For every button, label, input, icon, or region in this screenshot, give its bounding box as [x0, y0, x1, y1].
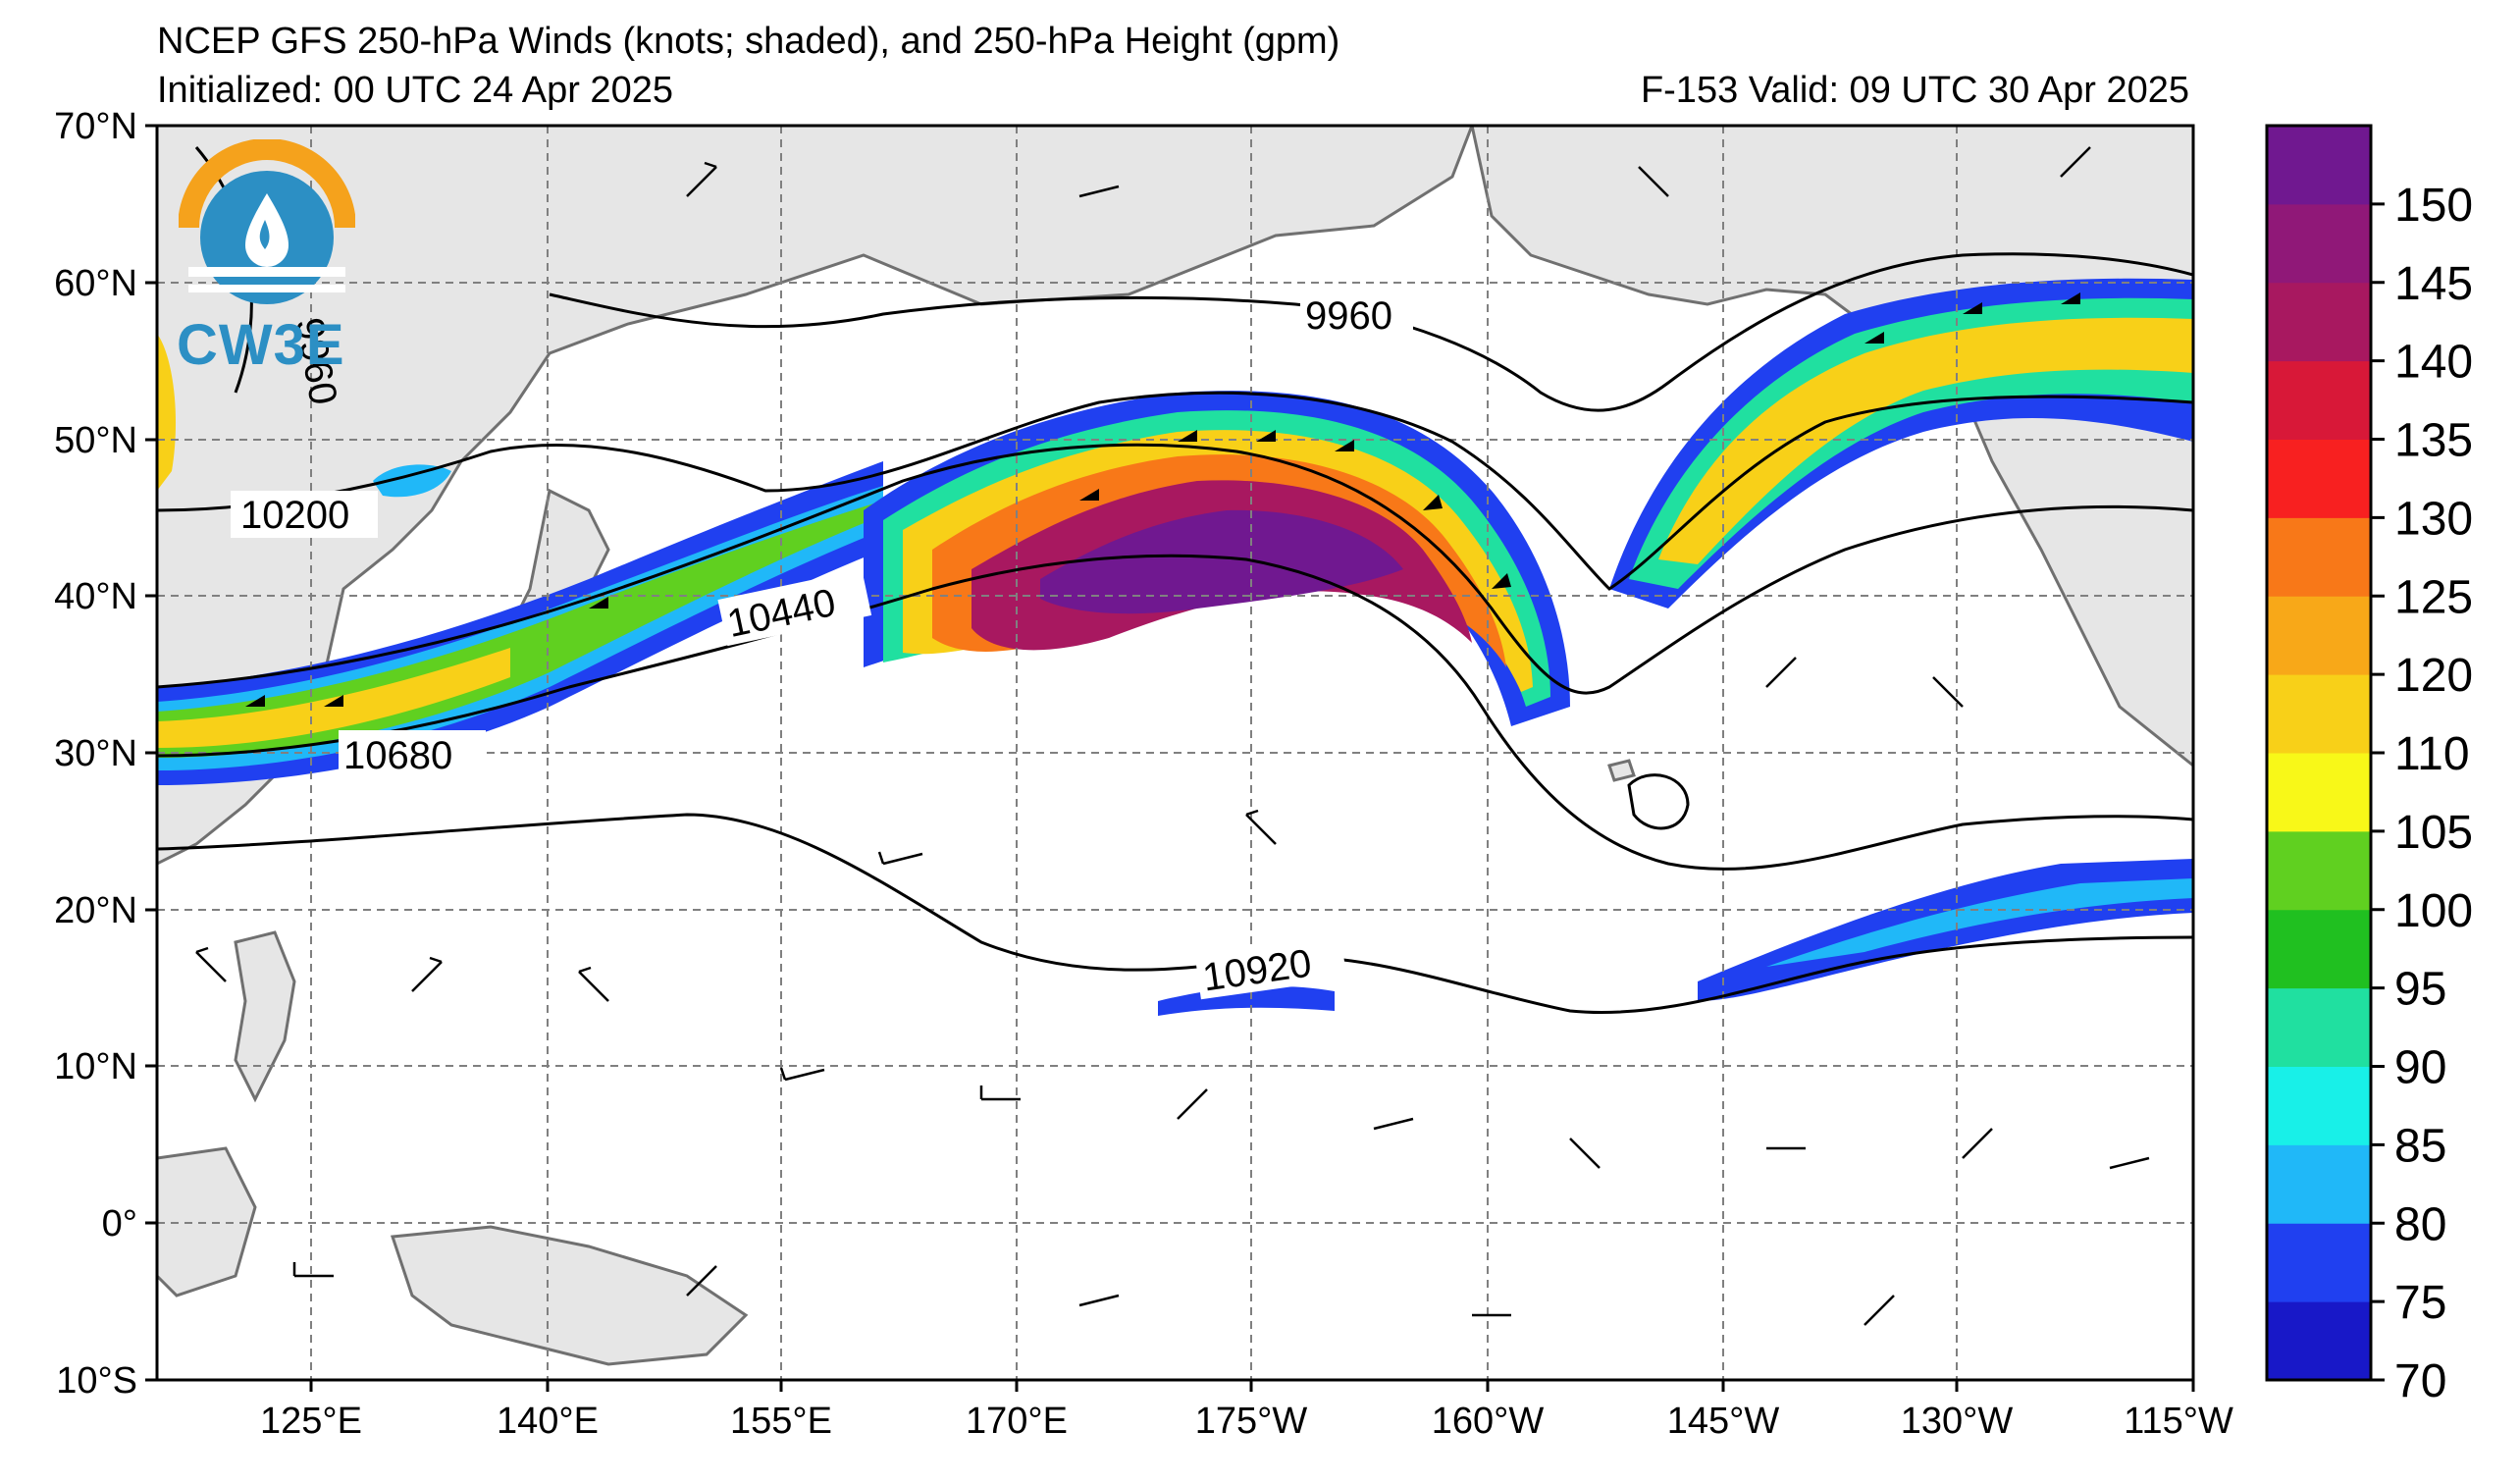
lat-label-0: 0° [102, 1203, 137, 1245]
lon-label-115w: 115°W [2124, 1401, 2233, 1442]
wind-barbs [195, 146, 2150, 1326]
colorbar-tick-label: 140 [2394, 337, 2473, 389]
contour-label-9960: 9960 [1305, 294, 1392, 338]
logo-text: CW3E [177, 313, 345, 377]
siberia-land [157, 126, 1474, 866]
lon-label-170e: 170°E [966, 1401, 1068, 1442]
colorbar-tick-label: 75 [2394, 1277, 2446, 1329]
colorbar-band [2267, 674, 2371, 754]
lat-label-10n: 10°N [54, 1046, 137, 1087]
jet-stream-shading [157, 278, 2193, 1016]
philippines-land [234, 930, 296, 1103]
colorbar-ticks: 150 145 140 135 130 125 120 110 105 100 95 90 85 80 75… [2371, 180, 2473, 1407]
colorbar-tick-label: 110 [2394, 728, 2470, 780]
colorbar-band [2267, 1223, 2371, 1302]
lat-label-70n: 70°N [54, 106, 137, 147]
logo-sun-arc [179, 139, 355, 229]
colorbar-tick-label: 120 [2394, 650, 2473, 702]
colorbar-tick-label: 80 [2394, 1198, 2446, 1250]
colorbar-bands [2267, 126, 2371, 1381]
contour-10680 [157, 554, 2193, 871]
cw3e-logo [179, 139, 355, 304]
colorbar-tick-label: 90 [2394, 1042, 2446, 1094]
colorbar: 150 145 140 135 130 125 120 110 105 100 95 90 85 80 75… [2265, 124, 2473, 1407]
colorbar-band [2267, 126, 2371, 205]
contour-10200 [157, 391, 2193, 591]
colorbar-band [2267, 1066, 2371, 1145]
graticule [157, 126, 2193, 1380]
colorbar-tick-label: 85 [2394, 1120, 2446, 1172]
lat-label-40n: 40°N [54, 576, 137, 617]
contour-label-10200: 10200 [240, 494, 349, 537]
colorbar-band [2267, 517, 2371, 597]
colorbar-band [2267, 203, 2371, 284]
colorbar-band [2267, 830, 2371, 911]
lon-label-160w: 160°W [1432, 1401, 1545, 1442]
colorbar-tick-label: 125 [2394, 571, 2473, 623]
colorbar-band [2267, 753, 2371, 832]
colorbar-band [2267, 282, 2371, 362]
hawaii-islands [1607, 759, 1636, 782]
contour-9960 [549, 252, 2193, 412]
longitude-axis: 125°E 140°E 155°E 170°E 175°W 160°W 145°… [260, 1380, 2233, 1442]
latitude-axis: 70°N 60°N 50°N 40°N 30°N 20°N 10°N 0° 10… [54, 106, 157, 1402]
valid-time: F-153 Valid: 09 UTC 30 Apr 2025 [1640, 70, 2189, 111]
colorbar-tick-label: 100 [2394, 885, 2473, 937]
colorbar-tick-label: 150 [2394, 180, 2473, 232]
colorbar-tick-label: 145 [2394, 258, 2473, 310]
lon-label-175w: 175°W [1195, 1401, 1308, 1442]
lat-label-10s: 10°S [56, 1360, 137, 1402]
lon-label-155e: 155°E [730, 1401, 832, 1442]
wind-flags [245, 292, 2080, 707]
contour-closed-low [1627, 773, 1690, 830]
colorbar-band [2267, 1301, 2371, 1381]
colorbar-tick-label: 70 [2394, 1355, 2446, 1407]
colorbar-tick-label: 130 [2394, 493, 2473, 545]
colorbar-band [2267, 360, 2371, 440]
lon-label-130w: 130°W [1901, 1401, 2014, 1442]
lat-label-60n: 60°N [54, 263, 137, 304]
new-guinea-land [390, 1225, 749, 1366]
colorbar-band [2267, 596, 2371, 675]
lat-label-20n: 20°N [54, 890, 137, 931]
colorbar-tick-label: 95 [2394, 964, 2446, 1016]
colorbar-band [2267, 909, 2371, 989]
colorbar-band [2267, 1144, 2371, 1224]
contour-label-10680: 10680 [343, 734, 452, 777]
colorbar-tick-label: 135 [2394, 415, 2473, 467]
contour-10440 [157, 443, 2193, 695]
lon-label-140e: 140°E [497, 1401, 599, 1442]
lat-label-50n: 50°N [54, 420, 137, 461]
colorbar-tick-label: 105 [2394, 807, 2473, 859]
colorbar-band [2267, 987, 2371, 1067]
colorbar-band [2267, 439, 2371, 518]
lat-label-30n: 30°N [54, 733, 137, 774]
lon-label-145w: 145°W [1667, 1401, 1780, 1442]
chart-title: NCEP GFS 250-hPa Winds (knots; shaded), … [157, 21, 1340, 62]
lon-label-125e: 125°E [260, 1401, 362, 1442]
initialized-time: Initialized: 00 UTC 24 Apr 2025 [157, 70, 673, 111]
